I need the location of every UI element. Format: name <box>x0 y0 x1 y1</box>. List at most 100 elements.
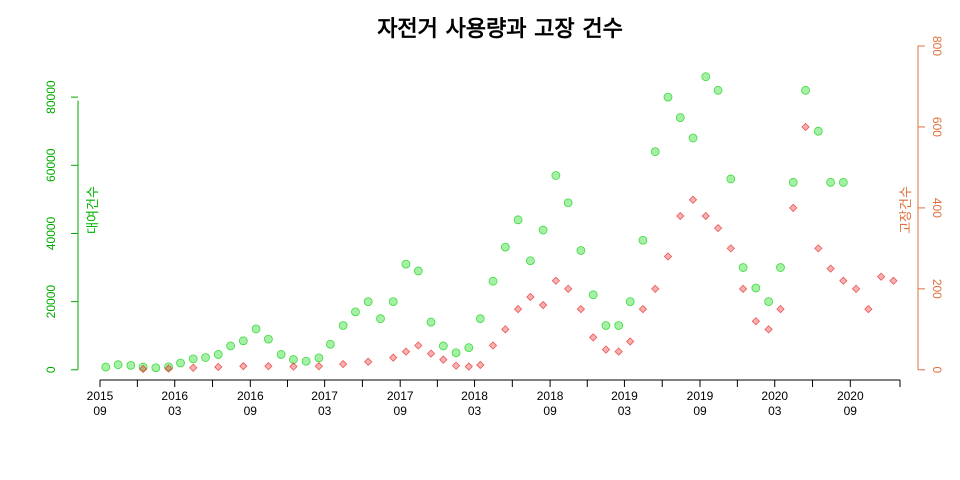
x-axis-tick-month: 03 <box>468 404 482 418</box>
rental-point <box>213 350 223 359</box>
rental-point <box>713 85 723 95</box>
left-axis-tick-label: 60000 <box>44 148 58 182</box>
rental-point <box>813 126 823 136</box>
breakdown-point <box>189 363 198 372</box>
breakdown-point <box>851 284 861 294</box>
rental-point <box>751 283 761 293</box>
rental-point <box>238 336 248 346</box>
breakdown-point <box>501 325 510 334</box>
breakdown-point <box>826 264 835 273</box>
left-axis-label: 대여건수 <box>86 186 101 234</box>
rental-point <box>451 348 461 358</box>
breakdown-point <box>488 341 498 350</box>
rental-point <box>351 307 360 317</box>
rental-point <box>525 256 535 266</box>
breakdown-point <box>701 211 710 221</box>
breakdown-point <box>776 304 785 314</box>
rental-point <box>201 353 210 362</box>
rental-point <box>251 324 261 334</box>
plot-area <box>101 72 898 374</box>
breakdown-point <box>526 292 535 302</box>
breakdown-point <box>464 362 473 371</box>
breakdown-point <box>414 341 423 350</box>
rental-point <box>826 177 835 187</box>
rental-point <box>164 362 173 372</box>
rental-point <box>688 133 698 143</box>
rental-point <box>650 147 660 157</box>
breakdown-point <box>839 276 848 285</box>
right-axis-tick-label: 0 <box>930 366 944 373</box>
right-axis-tick-label: 800 <box>930 36 944 56</box>
rental-point <box>301 356 311 366</box>
x-axis-tick-year: 2019 <box>687 389 714 403</box>
rental-point <box>801 85 810 95</box>
breakdown-point <box>688 195 698 204</box>
rental-point <box>464 343 474 353</box>
rental-point <box>226 341 235 351</box>
breakdown-point <box>476 360 485 370</box>
breakdown-point <box>551 276 561 285</box>
x-axis-tick-year: 2020 <box>837 389 864 403</box>
breakdown-point <box>426 349 436 358</box>
x-axis-tick-month: 09 <box>394 404 408 418</box>
x-axis-tick-year: 2016 <box>237 389 264 403</box>
rental-point <box>188 354 198 364</box>
rental-point <box>601 321 611 330</box>
rental-point <box>638 235 648 245</box>
rental-point <box>788 177 798 187</box>
rental-point <box>126 360 136 370</box>
x-axis-tick-month: 03 <box>168 404 182 418</box>
x-axis-tick-month: 03 <box>318 404 332 418</box>
breakdown-point <box>164 364 173 373</box>
breakdown-point <box>439 355 448 364</box>
right-axis-label: 고장건수 <box>899 186 914 234</box>
x-axis-tick-year: 2017 <box>387 389 414 403</box>
breakdown-point <box>614 347 623 356</box>
x-axis-tick-year: 2018 <box>461 389 488 403</box>
rental-point <box>289 355 298 364</box>
x-axis-tick-month: 09 <box>244 404 258 418</box>
x-axis-tick-year: 2018 <box>537 389 564 403</box>
left-axis-tick-label: 20000 <box>44 285 58 319</box>
rental-point <box>738 263 748 272</box>
rental-point <box>663 92 673 102</box>
left-axis-tick-label: 40000 <box>44 216 58 250</box>
x-axis-tick-month: 09 <box>543 404 557 418</box>
breakdown-point <box>289 362 298 371</box>
x-axis-tick-year: 2015 <box>87 389 114 403</box>
breakdown-point <box>764 325 773 334</box>
left-axis: 0 20000 40000 60000 80000 <box>44 80 79 373</box>
rental-point <box>488 276 498 286</box>
rental-point <box>263 334 273 344</box>
rental-point <box>388 297 398 307</box>
rental-point <box>500 242 510 252</box>
left-axis-tick-label: 0 <box>44 366 58 373</box>
rental-point <box>438 341 448 351</box>
breakdown-point <box>751 317 761 326</box>
breakdown-point <box>676 211 685 221</box>
rental-point <box>625 297 635 307</box>
rental-point <box>138 362 148 372</box>
breakdown-point <box>626 337 635 346</box>
rental-point <box>726 174 736 184</box>
rental-point <box>276 350 286 359</box>
breakdown-point <box>713 223 723 233</box>
breakdown-point <box>876 272 886 281</box>
rental-point <box>376 314 385 324</box>
x-axis-tick-year: 2020 <box>761 389 788 403</box>
breakdown-point <box>364 357 373 366</box>
x-axis: 2015092016032016092017032017092018032018… <box>87 379 901 418</box>
breakdown-point <box>601 345 611 354</box>
rental-point <box>701 72 711 82</box>
x-axis-tick-month: 03 <box>768 404 782 418</box>
right-axis-tick-label: 400 <box>930 198 944 218</box>
breakdown-point <box>338 359 348 369</box>
breakdown-point <box>389 353 398 362</box>
breakdown-point <box>789 203 798 213</box>
x-axis-tick-month: 09 <box>93 404 107 418</box>
breakdown-point <box>738 284 748 294</box>
breakdown-point <box>663 252 673 261</box>
breakdown-point <box>576 304 586 314</box>
breakdown-point <box>889 276 898 285</box>
breakdown-point <box>726 244 735 253</box>
